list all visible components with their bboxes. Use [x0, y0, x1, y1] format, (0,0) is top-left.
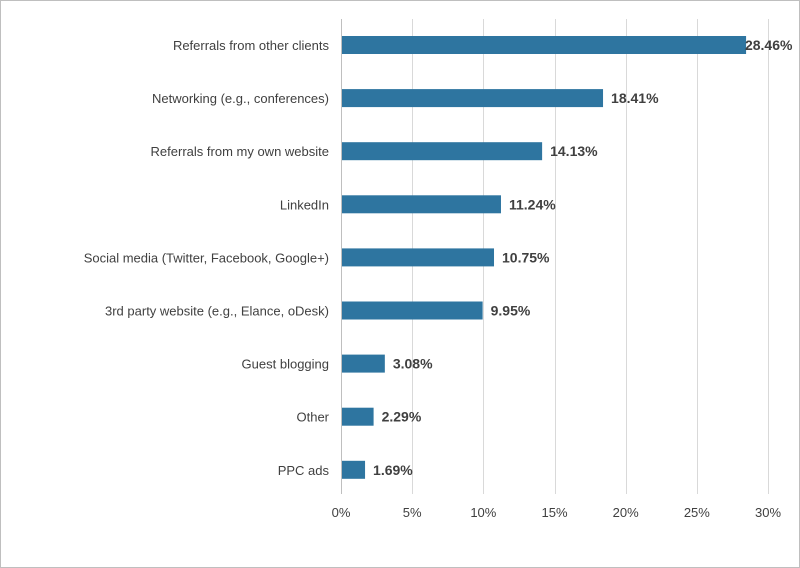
bar: [342, 407, 374, 426]
data-label: 18.41%: [611, 90, 659, 106]
bars: [342, 36, 747, 479]
data-label: 3.08%: [393, 356, 433, 372]
category-label: Referrals from my own website: [151, 144, 329, 159]
x-tick-label: 25%: [684, 505, 710, 520]
x-tick-label: 0%: [332, 505, 351, 520]
bar: [342, 89, 604, 108]
category-label: Networking (e.g., conferences): [152, 91, 329, 106]
bar: [342, 354, 385, 373]
category-label: LinkedIn: [280, 197, 329, 212]
category-label: Other: [296, 410, 329, 425]
bar: [342, 248, 495, 267]
bar: [342, 36, 747, 54]
category-label: PPC ads: [278, 463, 330, 478]
data-label: 2.29%: [382, 409, 422, 425]
bar: [342, 460, 366, 479]
data-label: 10.75%: [502, 249, 550, 265]
x-tick-label: 10%: [470, 505, 496, 520]
x-tick-labels: 0% 5% 10% 15% 20% 25% 30%: [332, 505, 782, 520]
category-labels: Referrals from other clients Networking (…: [84, 38, 330, 478]
x-tick-label: 30%: [755, 505, 781, 520]
category-label: Guest blogging: [242, 357, 329, 372]
bar: [342, 195, 501, 214]
bar: [342, 142, 543, 161]
data-label: 28.46%: [745, 37, 793, 53]
category-label: Referrals from other clients: [173, 38, 330, 53]
data-label: 14.13%: [550, 143, 598, 159]
x-tick-label: 5%: [403, 505, 422, 520]
data-label: 1.69%: [373, 462, 413, 478]
x-tick-label: 20%: [613, 505, 639, 520]
category-label: 3rd party website (e.g., Elance, oDesk): [105, 304, 329, 319]
data-labels: 28.46% 18.41% 14.13% 11.24% 10.75% 9.95% 3.08%…: [373, 37, 793, 478]
x-tick-label: 15%: [541, 505, 567, 520]
data-label: 9.95%: [491, 303, 531, 319]
bar: [342, 301, 483, 320]
data-label: 11.24%: [509, 196, 556, 212]
category-label: Social media (Twitter, Facebook, Google+…: [84, 250, 329, 265]
